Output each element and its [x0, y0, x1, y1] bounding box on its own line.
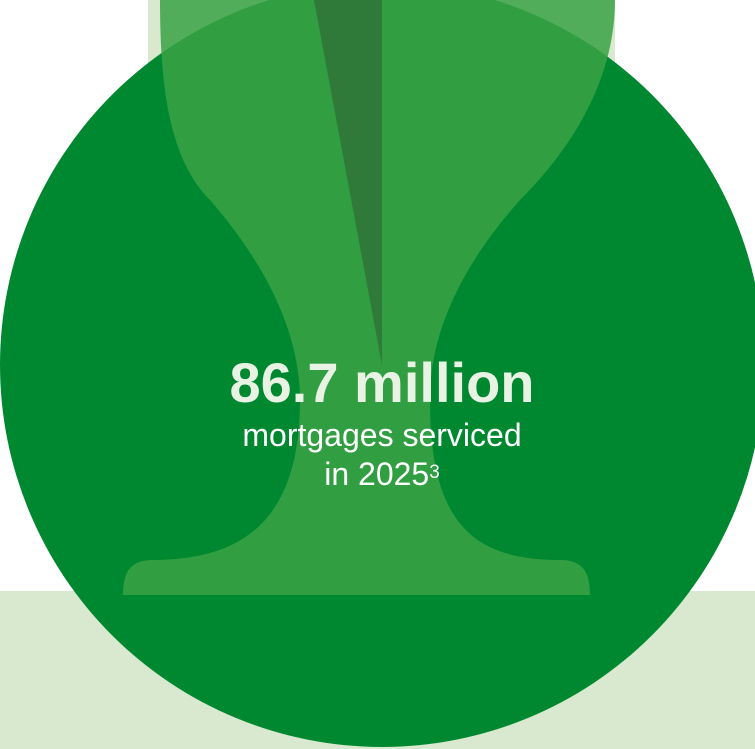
stat-block: 86.7 million mortgages serviced in 20253 — [230, 350, 535, 494]
stat-label-year: in 2025 — [324, 456, 429, 492]
footnote-marker: 3 — [429, 462, 440, 483]
stat-label-line1: mortgages serviced — [230, 416, 535, 455]
stat-label-line2: in 20253 — [230, 455, 535, 494]
stat-value: 86.7 million — [230, 350, 535, 416]
